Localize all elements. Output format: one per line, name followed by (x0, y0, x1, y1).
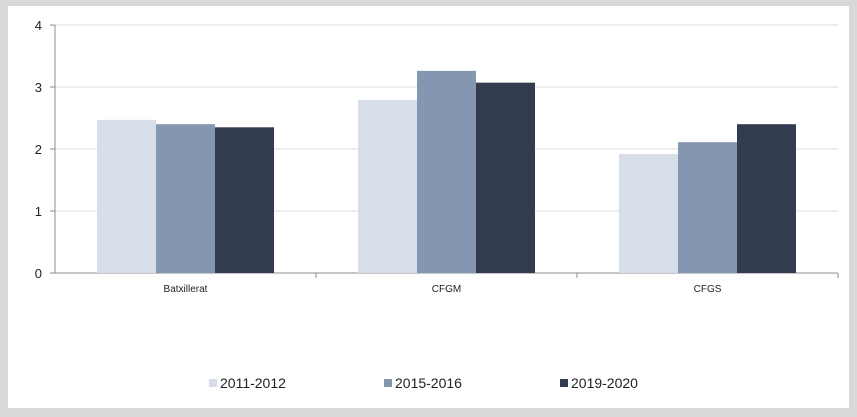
y-tick-label: 2 (35, 142, 42, 157)
legend-label: 2015-2016 (395, 375, 462, 391)
legend-swatch (384, 379, 392, 387)
legend: 2011-2012 2015-2016 2019-2020 (209, 375, 638, 391)
x-category-labels: Batxillerat CFGM CFGS (164, 284, 722, 295)
y-tick-label: 0 (35, 266, 42, 281)
bar-cfgm-2019-2020 (476, 82, 535, 273)
x-category-label: CFGM (432, 284, 461, 295)
legend-swatch (560, 379, 568, 387)
x-category-label: CFGS (694, 284, 722, 295)
y-tick-label: 4 (35, 18, 42, 33)
legend-label: 2019-2020 (571, 375, 638, 391)
bar-cfgs-2019-2020 (737, 124, 796, 273)
bar-cfgm-2011-2012 (358, 100, 417, 274)
bar-batxillerat-2011-2012 (97, 119, 156, 273)
y-tick-labels: 0 1 2 3 4 (35, 18, 42, 281)
bar-batxillerat-2019-2020 (215, 127, 274, 273)
y-tick-label: 3 (35, 80, 42, 95)
bar-batxillerat-2015-2016 (156, 124, 215, 273)
bars (97, 70, 796, 274)
legend-swatch (209, 379, 217, 387)
y-tick-label: 1 (35, 204, 42, 219)
bar-cfgs-2015-2016 (678, 142, 737, 273)
bar-cfgm-2015-2016 (417, 70, 476, 273)
legend-label: 2011-2012 (220, 375, 286, 391)
bar-cfgs-2011-2012 (619, 153, 678, 273)
x-category-label: Batxillerat (164, 284, 208, 295)
